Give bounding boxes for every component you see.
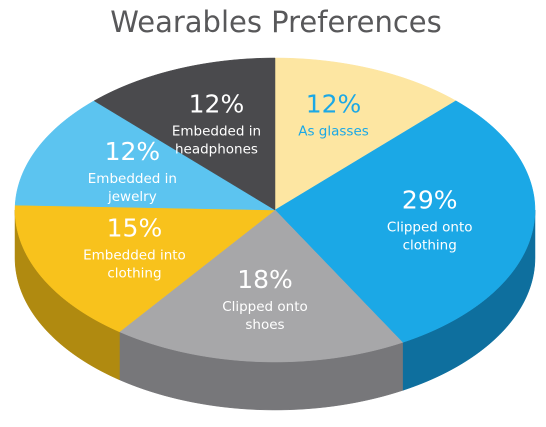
value-label: 18% xyxy=(237,265,293,294)
slice xyxy=(14,100,276,211)
slice xyxy=(14,204,276,333)
value-label: 12% xyxy=(189,89,245,118)
slice xyxy=(274,57,457,211)
category-label: Embedded in headphones xyxy=(172,123,261,157)
category-label: Clipped onto shoes xyxy=(222,299,308,333)
category-label: As glasses xyxy=(298,123,369,139)
chart-title: Wearables Preferences xyxy=(110,5,441,39)
category-label: Embedded in jewelry xyxy=(88,171,177,205)
category-label: Clipped onto clothing xyxy=(387,220,473,254)
value-label: 15% xyxy=(107,214,163,243)
value-label: 29% xyxy=(402,186,458,215)
slice xyxy=(274,100,536,343)
category-label: Embedded into clothing xyxy=(83,248,186,282)
value-label: 12% xyxy=(306,89,362,118)
slice xyxy=(119,209,404,363)
value-label: 12% xyxy=(105,137,161,166)
slice xyxy=(93,57,276,211)
